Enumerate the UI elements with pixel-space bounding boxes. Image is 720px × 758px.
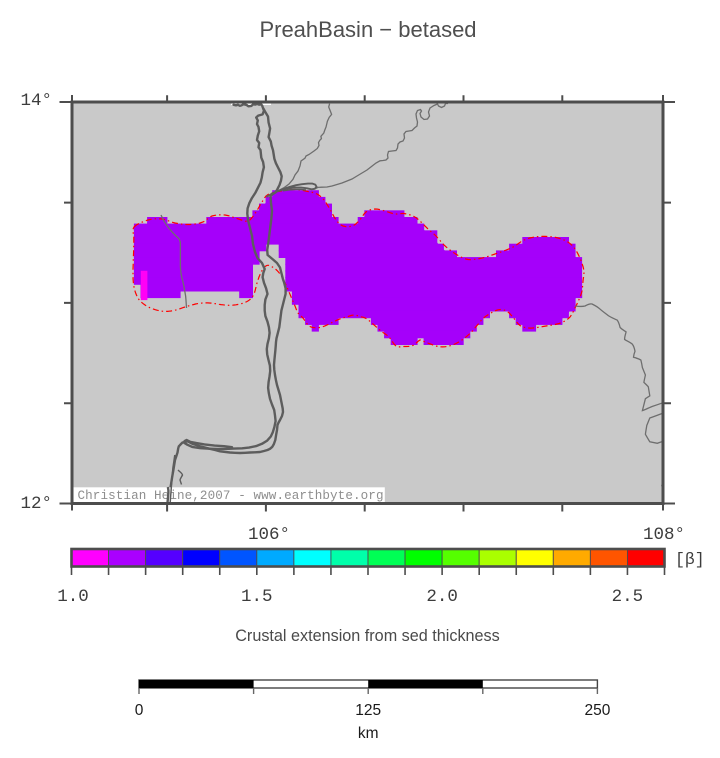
- svg-text:km: km: [358, 725, 379, 742]
- svg-text:[β]: [β]: [675, 550, 705, 569]
- svg-text:1.0: 1.0: [57, 587, 89, 607]
- svg-text:1.5: 1.5: [241, 587, 273, 607]
- svg-text:0: 0: [135, 702, 144, 719]
- svg-text:PreahBasin − betased: PreahBasin − betased: [259, 17, 476, 42]
- svg-text:12°: 12°: [20, 494, 52, 514]
- svg-text:108°: 108°: [643, 525, 685, 545]
- svg-text:250: 250: [584, 702, 610, 719]
- svg-text:2.5: 2.5: [612, 587, 644, 607]
- svg-text:2.0: 2.0: [426, 587, 458, 607]
- svg-text:Crustal extension from sed thi: Crustal extension from sed thickness: [235, 627, 500, 645]
- svg-text:14°: 14°: [20, 91, 52, 111]
- svg-text:106°: 106°: [248, 525, 290, 545]
- svg-text:125: 125: [355, 702, 381, 719]
- svg-text:Christian Heine,2007 - www.ear: Christian Heine,2007 - www.earthbyte.org: [78, 489, 384, 503]
